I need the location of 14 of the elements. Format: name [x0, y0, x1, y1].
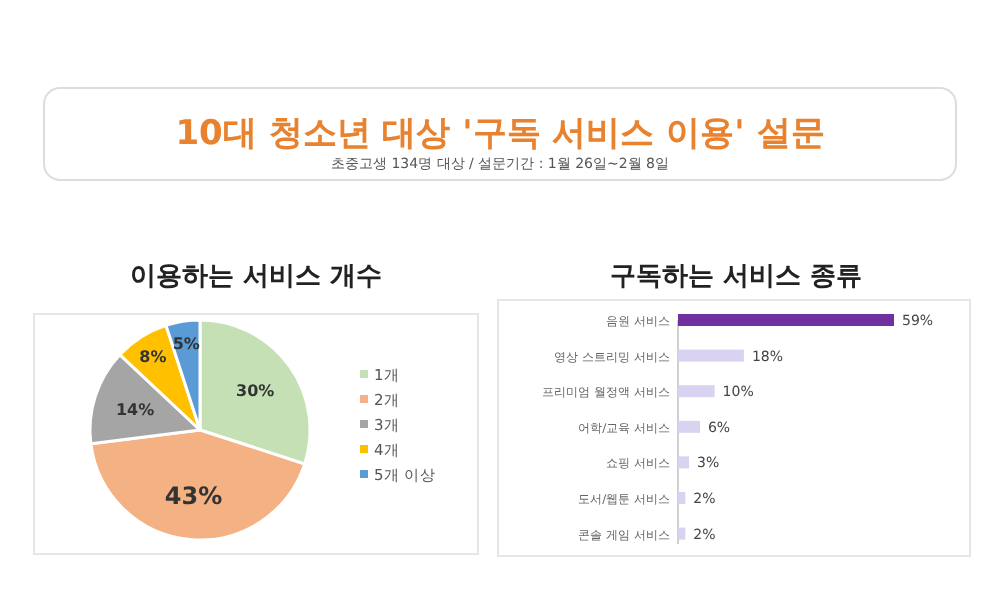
bar [678, 314, 894, 326]
chart-title: 구독하는 서비스 종류 [609, 262, 863, 292]
data-label: 43% [164, 481, 223, 510]
text: 10대 청소년 대상 '구독 서비스 이용' 설문 [175, 114, 825, 154]
data-label: 8% [139, 347, 167, 366]
bar [678, 385, 715, 398]
bar [678, 349, 744, 362]
bar [678, 456, 689, 469]
data-label: 14% [115, 400, 155, 419]
chart-title: 이용하는 서비스 개수 [129, 262, 383, 292]
bar [678, 527, 686, 540]
bar [678, 492, 686, 504]
bar [678, 420, 700, 433]
data-label: 30% [236, 381, 275, 400]
